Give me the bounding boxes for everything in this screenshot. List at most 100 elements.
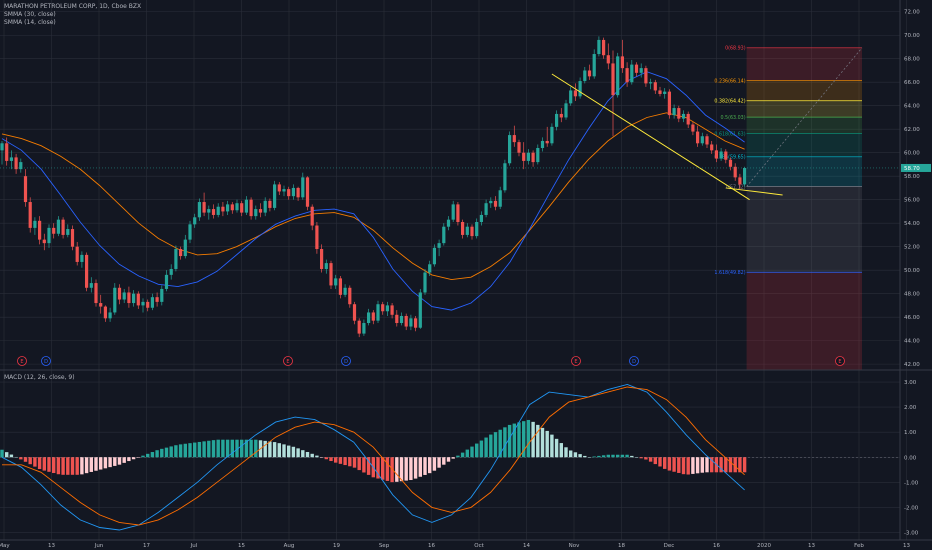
candle-body xyxy=(160,288,164,302)
candle-body xyxy=(639,68,643,73)
macd-y-tick-label: -3.00 xyxy=(904,530,919,536)
y-tick-label: 42.00 xyxy=(904,362,920,368)
candle-body xyxy=(597,39,601,55)
macd-histogram-bar xyxy=(193,442,197,458)
candlestick-series xyxy=(0,36,747,338)
y-tick-label: 52.00 xyxy=(904,245,920,251)
macd-histogram-bar xyxy=(569,450,573,458)
fib-zone xyxy=(746,156,862,187)
macd-histogram-bar xyxy=(334,457,338,463)
candle-body xyxy=(80,254,84,262)
macd-histogram-bar xyxy=(630,455,634,458)
event-marker-earnings xyxy=(835,356,845,366)
macd-histogram-bar xyxy=(263,440,267,458)
macd-histogram-bar xyxy=(178,444,183,458)
candle-body xyxy=(555,113,559,127)
candle-body xyxy=(277,184,281,192)
candle-body xyxy=(743,167,747,185)
x-tick-label: 17 xyxy=(143,543,150,549)
candle-body xyxy=(9,157,13,161)
fib-level-label: 0.382(64.42) xyxy=(714,99,745,105)
candle-body xyxy=(493,200,498,207)
candle-body xyxy=(625,68,629,83)
smma-line xyxy=(1,71,745,311)
macd-histogram-bar xyxy=(310,453,314,458)
macd-histogram-bar xyxy=(385,457,390,481)
x-tick-label: 15 xyxy=(238,543,245,549)
trendline-drawings[interactable] xyxy=(551,73,783,201)
macd-y-tick-label: -1.00 xyxy=(904,480,919,486)
symbol-title: MARATHON PETROLEUM CORP, 1D, Cboe BZX xyxy=(4,3,142,10)
y-tick-label: 66.00 xyxy=(904,80,920,86)
fib-level-label: 0.618(61.63) xyxy=(714,131,745,137)
macd-histogram-bar xyxy=(705,457,709,473)
candle-body xyxy=(66,229,70,235)
fibonacci-retracement[interactable]: 0(68.93) 0.236(66.14) 0.382(64.42) 0.5(63.0… xyxy=(714,46,863,370)
fib-level-label: 0.236(66.14) xyxy=(714,78,745,84)
macd-histogram-bar xyxy=(235,439,239,458)
y-tick-label: 62.00 xyxy=(904,127,920,133)
x-tick-label: Jun xyxy=(94,543,104,549)
candle-body xyxy=(216,206,220,215)
smma-line xyxy=(1,112,745,281)
macd-histogram-bar xyxy=(47,457,51,472)
macd-histogram-bar xyxy=(484,437,488,458)
candle-body xyxy=(442,226,446,244)
fib-level-label: 0.786(59.65) xyxy=(714,155,745,161)
fib-zone xyxy=(746,47,862,81)
candle-body xyxy=(573,90,577,97)
macd-histogram-bar xyxy=(437,457,441,468)
macd-histogram-bar xyxy=(225,439,230,458)
candle-body xyxy=(188,224,192,240)
macd-histogram-bar xyxy=(174,445,178,458)
y-tick-label: 56.00 xyxy=(904,198,920,204)
candle-body xyxy=(103,306,107,319)
macd-histogram-bar xyxy=(287,445,291,458)
candle-body xyxy=(540,140,545,148)
candle-body xyxy=(461,222,465,235)
candle-body xyxy=(179,249,183,257)
macd-histogram-bar xyxy=(89,457,93,472)
macd-histogram-bar xyxy=(357,457,361,471)
candle-body xyxy=(526,152,530,161)
candle-body xyxy=(174,249,178,269)
fib-level-label: 0.5(63.03) xyxy=(720,115,745,121)
fib-zone xyxy=(746,80,862,101)
macd-histogram-bar xyxy=(442,457,446,465)
macd-histogram-bar xyxy=(366,457,371,475)
candle-body xyxy=(653,82,657,91)
candle-body xyxy=(108,312,112,319)
macd-histogram-bar xyxy=(399,457,404,482)
fib-zone xyxy=(746,272,862,370)
macd-histogram-bar xyxy=(315,455,319,458)
candle-body xyxy=(291,187,295,197)
candle-body xyxy=(569,90,573,104)
event-marker-label: E xyxy=(838,359,841,365)
macd-histogram-bar xyxy=(230,439,234,458)
macd-histogram-bar xyxy=(517,422,521,458)
candle-body xyxy=(94,283,98,304)
macd-histogram-bar xyxy=(475,443,479,458)
candle-body xyxy=(282,189,286,192)
y-tick-label: 46.00 xyxy=(904,315,920,321)
candle-body xyxy=(14,157,18,170)
candle-body xyxy=(536,148,540,163)
smma30-legend: SMMA (30, close) xyxy=(4,11,56,18)
macd-histogram-bar xyxy=(526,419,531,458)
macd-histogram-bar xyxy=(493,432,498,458)
candle-body xyxy=(550,126,554,144)
macd-histogram-bar xyxy=(616,454,620,458)
macd-histogram-bar xyxy=(503,427,507,458)
macd-histogram-bar xyxy=(667,457,672,471)
event-marker-label: D xyxy=(344,359,348,365)
candle-body xyxy=(47,227,51,244)
macd-histogram-bar xyxy=(362,457,366,473)
macd-histogram-bar xyxy=(611,454,615,458)
candle-body xyxy=(512,135,516,143)
x-tick-label: 19 xyxy=(333,543,340,549)
candle-body xyxy=(235,203,239,211)
candle-body xyxy=(522,152,526,161)
